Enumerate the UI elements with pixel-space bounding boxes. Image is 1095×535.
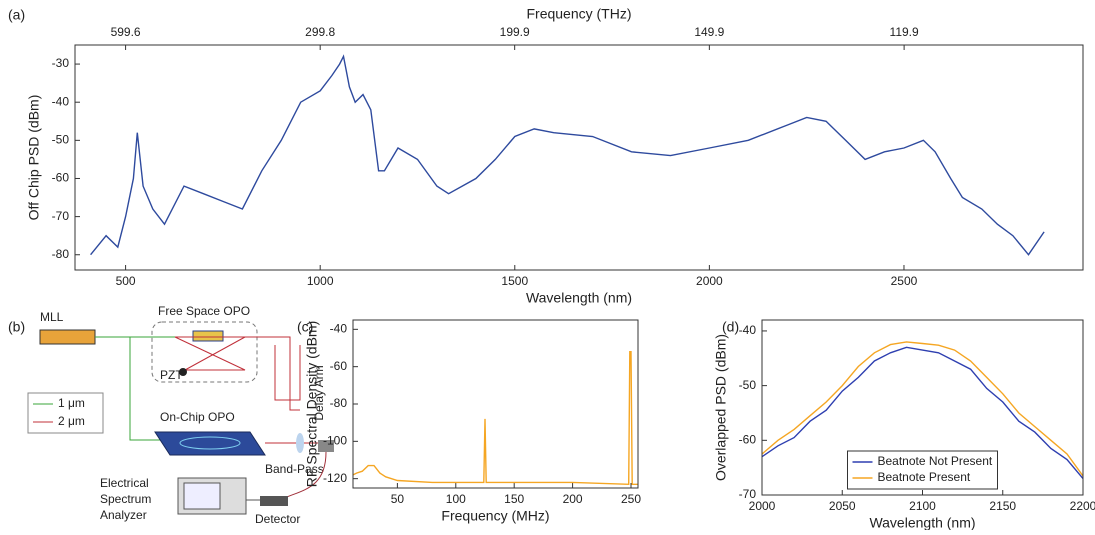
panel-label: (b) xyxy=(8,319,25,335)
x-tick-label: 250 xyxy=(621,492,641,506)
legend-label: Beatnote Present xyxy=(878,470,971,484)
x-axis-label: Wavelength (nm) xyxy=(869,515,975,530)
y-tick-label: -40 xyxy=(330,322,348,336)
pzt xyxy=(179,368,187,376)
y-tick-label: -100 xyxy=(323,434,347,448)
y-tick-label: -80 xyxy=(330,396,348,410)
bp-label: Band-Pass xyxy=(265,462,324,476)
x-tick-label: 2000 xyxy=(696,274,723,288)
legend-text: 2 μm xyxy=(58,414,85,428)
x-tick-label: 2150 xyxy=(989,499,1016,513)
y-tick-label: -60 xyxy=(330,359,348,373)
fso-label: Free Space OPO xyxy=(158,304,250,318)
esa-screen xyxy=(183,482,221,510)
y-tick-label: -70 xyxy=(52,209,70,223)
x-tick-label: 200 xyxy=(563,492,583,506)
red-cavity xyxy=(174,336,246,371)
plot-frame xyxy=(761,319,1084,496)
x-axis-label: Wavelength (nm) xyxy=(526,290,632,306)
x2-tick-label: 149.9 xyxy=(694,25,724,39)
y-tick-label: -40 xyxy=(52,94,70,108)
y-tick-label: -60 xyxy=(739,432,757,446)
legend-text: 1 μm xyxy=(58,396,85,410)
chip-label: On-Chip OPO xyxy=(160,410,235,424)
panel-label: (d) xyxy=(722,319,739,335)
data-line xyxy=(353,351,638,486)
chip xyxy=(154,431,266,456)
y-tick-label: -60 xyxy=(52,171,70,185)
x-tick-label: 2200 xyxy=(1070,499,1095,513)
pzt-label: PZT xyxy=(160,368,183,382)
det-label: Detector xyxy=(255,512,300,526)
diagram-b: (b) MLL Free Space OPO PZT Delay Arm 1 μ… xyxy=(8,304,334,526)
plot-frame xyxy=(352,319,639,489)
x-tick-label: 2500 xyxy=(891,274,918,288)
lens xyxy=(296,433,304,453)
panel-label: (a) xyxy=(8,7,25,23)
esa-label: Electrical xyxy=(100,476,149,490)
x2-tick-label: 119.9 xyxy=(890,25,919,39)
x2-axis-label: Frequency (THz) xyxy=(526,6,631,22)
x-tick-label: 1000 xyxy=(307,274,334,288)
data-line xyxy=(762,341,1083,477)
y-axis-label: RF Spectral Density (dBm) xyxy=(304,321,320,487)
legend-box xyxy=(27,392,104,434)
data-line xyxy=(90,54,1045,256)
y-axis-label: Overlapped PSD (dBm) xyxy=(713,334,729,481)
delay-label: Delay Arm xyxy=(312,365,326,420)
x-tick-label: 2050 xyxy=(829,499,856,513)
y-tick-label: -120 xyxy=(323,471,347,485)
y-tick-label: -30 xyxy=(52,56,70,70)
ring xyxy=(179,436,241,450)
x-tick-label: 150 xyxy=(504,492,524,506)
esa-label: Spectrum xyxy=(100,492,151,506)
y-tick-label: -50 xyxy=(739,378,757,392)
plot-frame xyxy=(74,44,1084,271)
x-axis-label: Frequency (MHz) xyxy=(441,508,549,524)
green-beam xyxy=(95,336,160,441)
esa-label: Analyzer xyxy=(100,508,147,522)
detector xyxy=(260,496,288,506)
x2-tick-label: 299.8 xyxy=(305,25,335,39)
y-tick-label: -70 xyxy=(739,487,757,501)
y-tick-label: -50 xyxy=(52,133,70,147)
x2-tick-label: 199.9 xyxy=(500,25,530,39)
x-tick-label: 1500 xyxy=(501,274,528,288)
x-tick-label: 2100 xyxy=(909,499,936,513)
mll xyxy=(39,329,96,345)
mll-label: MLL xyxy=(40,310,64,324)
fiber-coupler xyxy=(318,440,334,452)
x2-tick-label: 599.6 xyxy=(111,25,141,39)
y-tick-label: -80 xyxy=(52,247,70,261)
x-tick-label: 500 xyxy=(116,274,136,288)
x-tick-label: 2000 xyxy=(749,499,776,513)
panel-label: (c) xyxy=(297,319,313,335)
legend-box xyxy=(847,450,998,490)
y-tick-label: -40 xyxy=(739,323,757,337)
opo-box xyxy=(151,321,258,383)
x-tick-label: 50 xyxy=(391,492,405,506)
red-beam xyxy=(245,336,300,411)
y-axis-label: Off Chip PSD (dBm) xyxy=(26,95,42,221)
x-tick-label: 100 xyxy=(446,492,466,506)
crystal xyxy=(192,330,224,342)
data-line xyxy=(762,346,1083,480)
delay-arm xyxy=(274,345,301,401)
legend-label: Beatnote Not Present xyxy=(878,454,993,468)
